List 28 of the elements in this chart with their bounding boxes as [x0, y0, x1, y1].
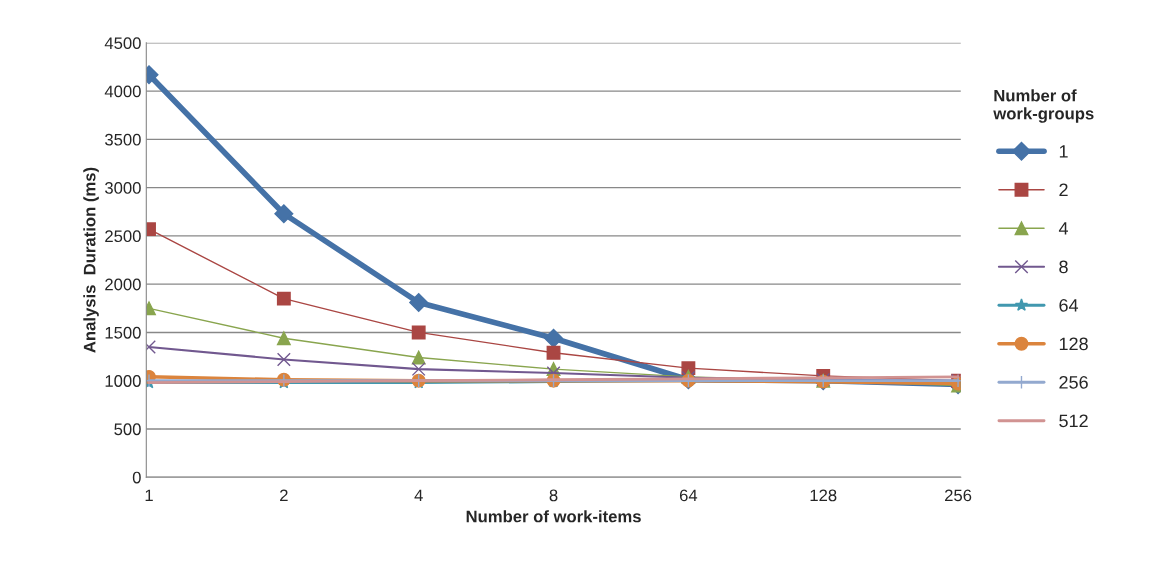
y-tick-label: 3500	[105, 133, 141, 146]
legend-label: 64	[1059, 298, 1079, 312]
x-tick-label: 4	[414, 489, 423, 502]
x-tick-label: 8	[549, 489, 558, 502]
legend-label: 512	[1059, 414, 1088, 428]
x-axis-title: Number of work-items	[466, 510, 641, 523]
legend-title: Number of work-groups	[993, 89, 1094, 123]
legend-label: 2	[1059, 183, 1068, 197]
y-tick-label: 1000	[105, 375, 141, 387]
y-tick-label: 2500	[105, 230, 141, 243]
legend-label: 128	[1059, 337, 1088, 351]
legend-label: 256	[1059, 375, 1088, 389]
y-axis-title: Analysis Duration (ms)	[83, 167, 99, 353]
y-tick-label: 4000	[104, 85, 141, 98]
y-tick-label: 0	[132, 471, 141, 484]
y-tick-label: 2000	[105, 278, 141, 291]
x-tick-label: 256	[945, 489, 972, 502]
y-tick-label: 1500	[105, 326, 141, 339]
legend-label: 8	[1059, 260, 1068, 274]
legend-label: 1	[1059, 145, 1068, 158]
x-tick-label: 2	[280, 489, 288, 502]
legend-label: 4	[1058, 222, 1069, 235]
x-tick-label: 64	[679, 489, 698, 502]
y-tick-label: 500	[114, 423, 141, 436]
y-tick-label: 4500	[104, 37, 141, 50]
x-tick-label: 128	[810, 489, 837, 502]
y-tick-label: 3000	[105, 182, 141, 194]
x-tick-label: 1	[145, 489, 153, 502]
